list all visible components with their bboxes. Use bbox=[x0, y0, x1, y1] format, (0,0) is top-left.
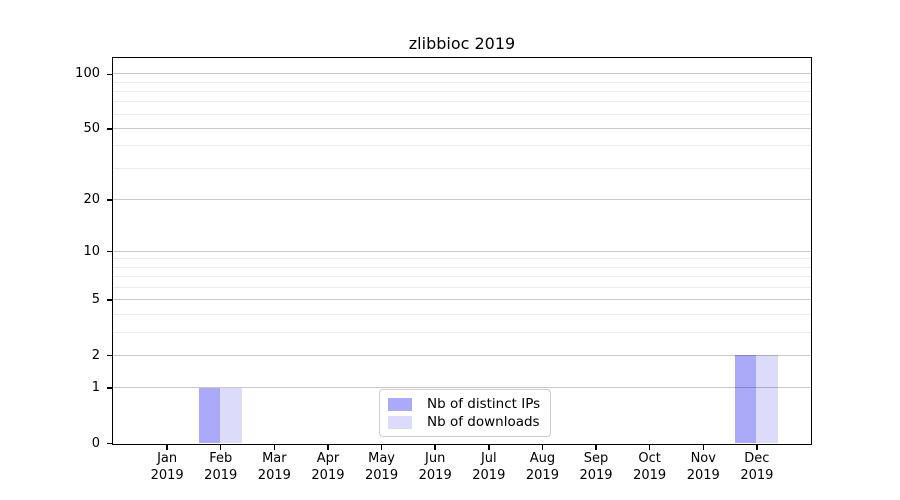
gridline-minor bbox=[113, 266, 811, 268]
x-tick bbox=[756, 445, 758, 450]
x-tick-label: Apr 2019 bbox=[288, 451, 368, 484]
gridline-minor bbox=[113, 101, 811, 103]
y-tick bbox=[107, 199, 112, 201]
x-tick-label-year: 2019 bbox=[150, 467, 184, 483]
x-tick-label: Dec 2019 bbox=[717, 451, 797, 484]
x-tick-label-month: Jan bbox=[157, 451, 178, 466]
legend: Nb of distinct IPs Nb of downloads bbox=[379, 389, 551, 437]
y-tick-label: 5 bbox=[91, 292, 100, 308]
x-tick-label-month: Feb bbox=[209, 451, 233, 466]
y-tick-label: 0 bbox=[91, 435, 100, 451]
x-tick-label-month: Aug bbox=[529, 451, 556, 466]
x-tick-label-year: 2019 bbox=[579, 467, 613, 483]
bars-layer bbox=[113, 58, 811, 444]
x-tick-label: Nov 2019 bbox=[663, 451, 743, 484]
gridline-minor bbox=[113, 81, 811, 83]
x-tick-label-year: 2019 bbox=[311, 467, 345, 483]
gridline-minor bbox=[113, 258, 811, 260]
x-tick bbox=[380, 445, 383, 450]
legend-label-downloads: Nb of downloads bbox=[427, 414, 540, 430]
x-tick-label-year: 2019 bbox=[740, 467, 774, 483]
x-tick-label-month: May bbox=[368, 451, 395, 466]
x-tick-label-month: Nov bbox=[690, 451, 716, 466]
x-tick bbox=[488, 445, 490, 450]
y-tick bbox=[107, 442, 112, 445]
x-tick-label: Aug 2019 bbox=[502, 451, 582, 484]
x-tick-label-month: Jul bbox=[480, 451, 497, 466]
x-tick-label: May 2019 bbox=[342, 451, 422, 484]
legend-swatch-downloads-icon bbox=[388, 416, 412, 429]
legend-entry-distinct-ips: Nb of distinct IPs bbox=[388, 397, 542, 412]
x-tick-label-month: Apr bbox=[316, 451, 340, 466]
x-tick-label: Jun 2019 bbox=[395, 451, 475, 484]
x-tick-label-month: Sep bbox=[583, 451, 609, 466]
y-tick bbox=[107, 73, 112, 76]
x-tick-label-month: Dec bbox=[744, 451, 770, 466]
y-tick-label: 50 bbox=[83, 120, 100, 136]
y-tick bbox=[107, 250, 112, 253]
x-tick-label-month: Oct bbox=[638, 451, 661, 466]
x-tick-label: Mar 2019 bbox=[234, 451, 314, 484]
x-tick-label: Feb 2019 bbox=[181, 451, 261, 484]
x-tick-label-year: 2019 bbox=[525, 467, 559, 483]
gridline-minor bbox=[113, 113, 811, 115]
x-tick bbox=[166, 445, 168, 450]
bar-distinct-ips-dec-2019 bbox=[734, 355, 757, 443]
x-tick-label-month: Mar bbox=[262, 451, 287, 466]
gridlines-layer bbox=[113, 58, 811, 444]
x-tick bbox=[219, 445, 222, 450]
x-tick-label-year: 2019 bbox=[204, 467, 238, 483]
x-tick-label-year: 2019 bbox=[472, 467, 506, 483]
x-tick-label: Jan 2019 bbox=[127, 451, 207, 484]
bar-downloads-dec-2019 bbox=[756, 355, 778, 443]
x-tick-label: Sep 2019 bbox=[556, 451, 636, 484]
x-tick-label-year: 2019 bbox=[418, 467, 452, 483]
x-tick bbox=[595, 445, 597, 450]
gridline-major bbox=[113, 127, 811, 129]
gridline-minor bbox=[113, 286, 811, 288]
y-tick bbox=[107, 354, 112, 357]
gridline-minor bbox=[113, 167, 811, 169]
gridline-major bbox=[113, 250, 811, 252]
x-tick-label: Oct 2019 bbox=[610, 451, 690, 484]
y-tick bbox=[107, 387, 112, 389]
y-tick bbox=[107, 128, 112, 130]
gridline-major bbox=[113, 198, 811, 200]
legend-entry-downloads: Nb of downloads bbox=[388, 415, 542, 430]
x-tick bbox=[541, 445, 544, 450]
x-tick-label-year: 2019 bbox=[257, 467, 291, 483]
y-tick-label: 1 bbox=[91, 380, 100, 396]
plot-area: Nb of distinct IPs Nb of downloads bbox=[112, 57, 812, 445]
gridline-minor bbox=[113, 276, 811, 278]
x-tick bbox=[273, 445, 276, 450]
y-tick-label: 20 bbox=[83, 191, 100, 207]
bar-downloads-feb-2019 bbox=[220, 387, 242, 443]
x-tick bbox=[327, 445, 329, 450]
gridline-minor bbox=[113, 313, 811, 315]
x-tick-label-year: 2019 bbox=[633, 467, 667, 483]
legend-label-distinct-ips: Nb of distinct IPs bbox=[427, 396, 541, 412]
y-tick-label: 10 bbox=[83, 243, 100, 259]
gridline-minor bbox=[113, 331, 811, 333]
x-tick-label-year: 2019 bbox=[686, 467, 720, 483]
legend-swatch-distinct-ips-icon bbox=[388, 398, 412, 411]
y-tick-label: 100 bbox=[75, 66, 100, 82]
x-tick-label-month: Jun bbox=[425, 451, 446, 466]
gridline-major bbox=[113, 73, 811, 75]
x-tick bbox=[702, 445, 705, 450]
chart-title: zlibbioc 2019 bbox=[408, 34, 516, 53]
gridline-minor bbox=[113, 90, 811, 92]
gridline-major bbox=[113, 354, 811, 356]
gridline-minor bbox=[113, 145, 811, 147]
x-tick bbox=[434, 445, 436, 450]
gridline-major bbox=[113, 299, 811, 301]
y-tick bbox=[107, 299, 112, 301]
y-tick-label: 2 bbox=[91, 347, 100, 363]
gridline-major bbox=[113, 387, 811, 389]
x-tick-label-year: 2019 bbox=[365, 467, 399, 483]
bar-distinct-ips-feb-2019 bbox=[198, 387, 221, 443]
x-tick bbox=[648, 445, 651, 450]
x-tick-label: Jul 2019 bbox=[449, 451, 529, 484]
